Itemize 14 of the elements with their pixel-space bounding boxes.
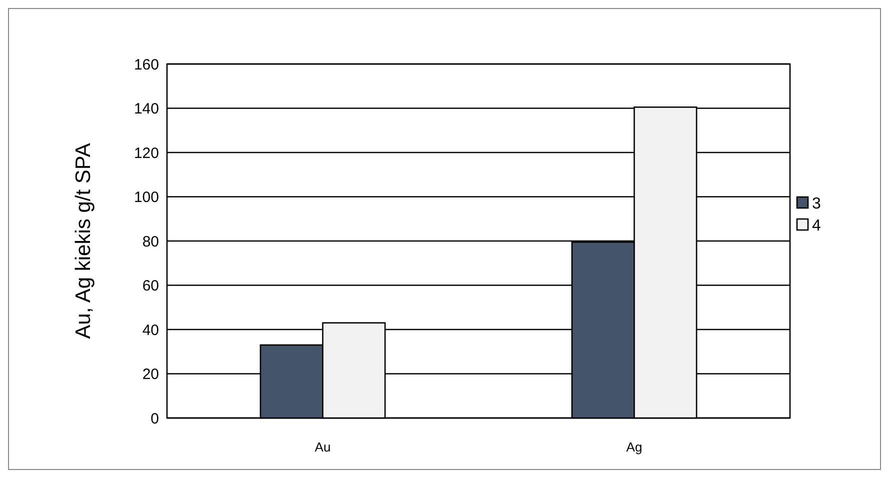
- y-tick-label: 120: [134, 144, 159, 162]
- y-axis-title: Au, Ag kiekis g/t SPA: [72, 143, 95, 339]
- y-tick-label: 160: [134, 56, 159, 74]
- y-tick-label: 100: [134, 189, 159, 206]
- y-tick-label: 0: [150, 410, 159, 428]
- y-tick-label: 140: [134, 100, 159, 118]
- legend-label: 3: [812, 196, 821, 213]
- legend-label: 4: [812, 218, 821, 235]
- x-tick-label: Ag: [626, 440, 642, 455]
- y-tick-label: 80: [142, 233, 159, 250]
- y-tick-label: 40: [142, 322, 159, 339]
- y-tick-label: 60: [142, 278, 159, 294]
- y-tick-label: 20: [142, 366, 159, 383]
- x-tick-label: Au: [314, 440, 331, 455]
